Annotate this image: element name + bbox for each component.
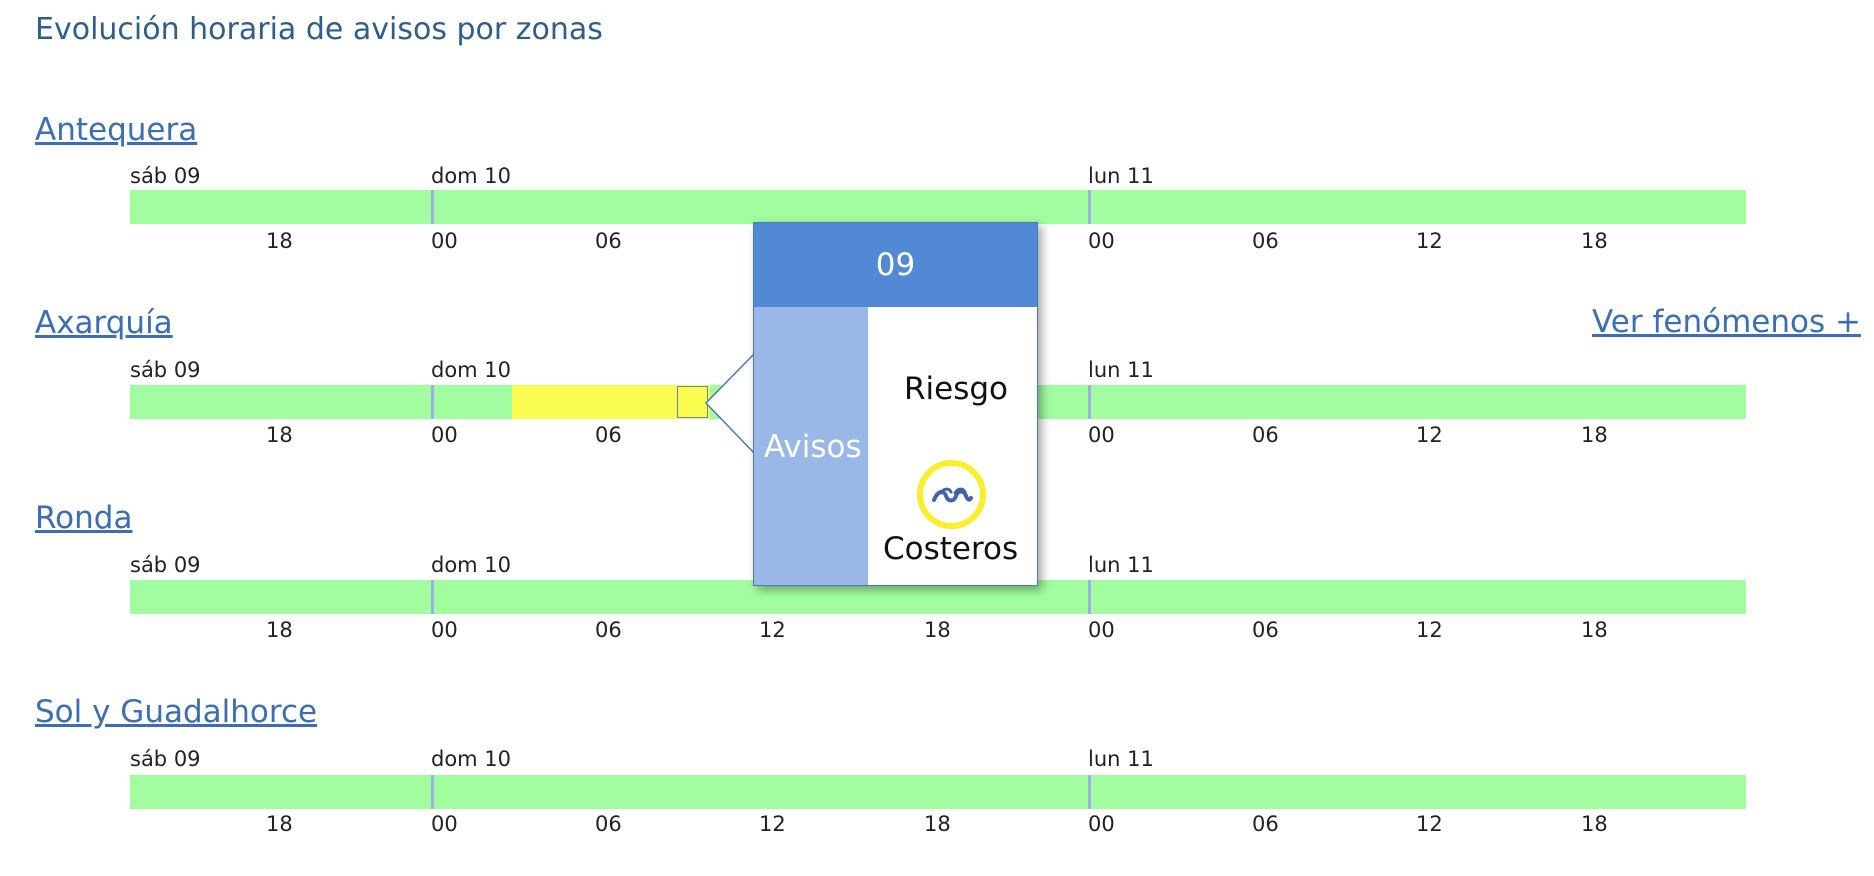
hour-label: 12 [759, 618, 786, 642]
timeline-bar-sol-y-guadalhorce[interactable] [130, 775, 1746, 809]
day-label-lun: lun 11 [1088, 164, 1154, 188]
hour-label: 18 [266, 812, 293, 836]
hour-label: 00 [431, 229, 458, 253]
hour-label: 06 [595, 229, 622, 253]
day-label-sab: sáb 09 [130, 358, 201, 382]
timeline-bar-antequera[interactable] [130, 190, 1746, 224]
tooltip-hour-header: 09 [754, 223, 1037, 307]
hour-label: 18 [1581, 618, 1608, 642]
tooltip-risk-label: Riesgo [904, 371, 1009, 407]
tooltip-pointer [704, 352, 756, 455]
day-label-lun: lun 11 [1088, 358, 1154, 382]
day-label-lun: lun 11 [1088, 747, 1154, 771]
hour-label: 00 [1088, 618, 1115, 642]
more-phenomena-link[interactable]: Ver fenómenos + [1592, 304, 1861, 340]
hour-label: 00 [431, 423, 458, 447]
hour-label: 18 [1581, 229, 1608, 253]
day-divider [1088, 580, 1091, 614]
hour-label: 18 [1581, 423, 1608, 447]
warning-tooltip: 09 Avisos Riesgo Costeros [753, 222, 1038, 586]
hour-label: 18 [1581, 812, 1608, 836]
day-label-dom: dom 10 [431, 358, 512, 382]
hour-label: 18 [924, 812, 951, 836]
hour-label: 18 [266, 423, 293, 447]
page-title: Evolución horaria de avisos por zonas [35, 12, 603, 47]
coastal-waves-icon [917, 460, 986, 529]
hour-label: 06 [1252, 618, 1279, 642]
hour-label: 06 [1252, 423, 1279, 447]
hour-label: 06 [1252, 812, 1279, 836]
zone-link-antequera[interactable]: Antequera [35, 112, 198, 148]
day-label-lun: lun 11 [1088, 553, 1154, 577]
day-label-dom: dom 10 [431, 747, 512, 771]
hour-label: 18 [266, 618, 293, 642]
day-divider [431, 385, 434, 419]
hour-label: 12 [1416, 423, 1443, 447]
tooltip-phenomenon-label: Costeros [883, 531, 1019, 567]
hour-label: 18 [924, 618, 951, 642]
hour-label: 06 [595, 618, 622, 642]
day-label-sab: sáb 09 [130, 553, 201, 577]
zone-link-ronda[interactable]: Ronda [35, 500, 133, 536]
hour-label: 00 [431, 812, 458, 836]
day-divider [1088, 385, 1091, 419]
hour-label: 12 [759, 812, 786, 836]
day-label-dom: dom 10 [431, 553, 512, 577]
hour-label: 12 [1416, 812, 1443, 836]
day-divider [431, 580, 434, 614]
tooltip-side-panel: Avisos [754, 307, 868, 585]
hour-label: 00 [1088, 423, 1115, 447]
day-divider [1088, 190, 1091, 224]
zone-link-axarquia[interactable]: Axarquía [35, 305, 173, 341]
day-divider [1088, 775, 1091, 809]
day-label-sab: sáb 09 [130, 747, 201, 771]
day-divider [431, 775, 434, 809]
hour-label: 00 [431, 618, 458, 642]
day-label-dom: dom 10 [431, 164, 512, 188]
day-divider [431, 190, 434, 224]
hour-label: 06 [595, 812, 622, 836]
hour-label: 12 [1416, 229, 1443, 253]
hour-label: 18 [266, 229, 293, 253]
hour-label: 00 [1088, 812, 1115, 836]
hour-label: 12 [1416, 618, 1443, 642]
day-label-sab: sáb 09 [130, 164, 201, 188]
hour-label: 00 [1088, 229, 1115, 253]
hour-label: 06 [595, 423, 622, 447]
tooltip-side-label: Avisos [764, 429, 862, 465]
zone-link-sol-y-guadalhorce[interactable]: Sol y Guadalhorce [35, 694, 318, 730]
hour-label: 06 [1252, 229, 1279, 253]
